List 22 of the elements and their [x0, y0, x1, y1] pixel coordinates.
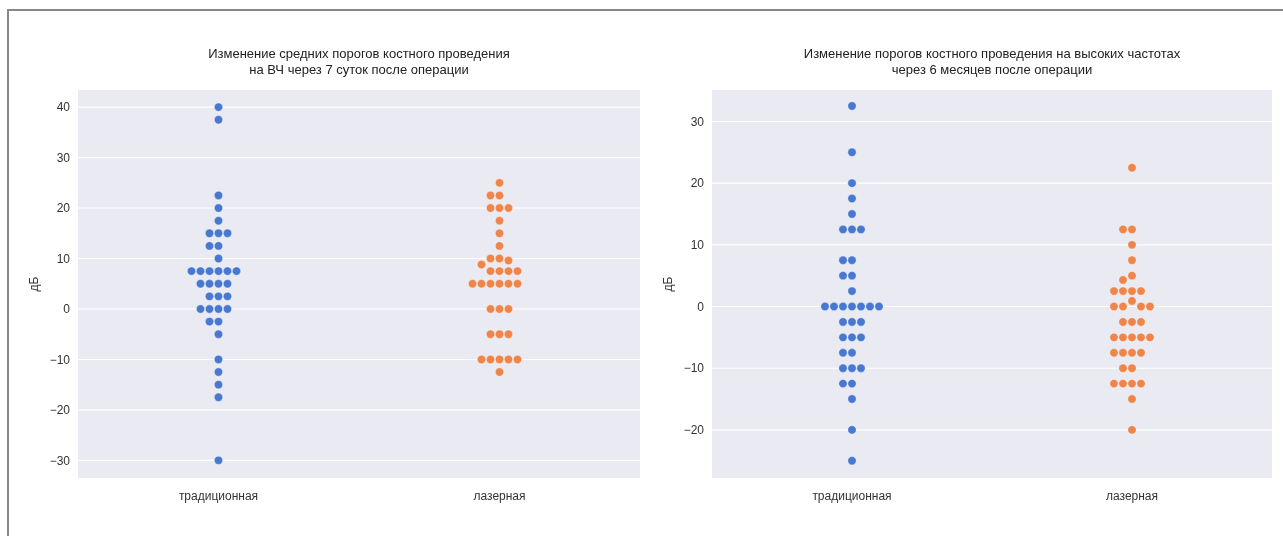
y-tick-label: 20 — [56, 201, 71, 216]
y-tick-label: 0 — [63, 302, 71, 317]
y-tick-label: 30 — [56, 150, 71, 165]
y-tick-label: −20 — [49, 403, 71, 418]
y-tick-label: 30 — [690, 114, 705, 129]
x-tick-label: лазерная — [473, 489, 526, 503]
y-tick-label: 10 — [56, 251, 71, 266]
y-tick-label: −10 — [49, 352, 71, 367]
y-tick-label: 10 — [690, 238, 705, 253]
y-axis-title: дБ — [661, 276, 675, 292]
x-tick-label: традиционная — [812, 489, 892, 503]
y-tick-label: 20 — [690, 176, 705, 191]
y-tick-label: 0 — [697, 299, 705, 314]
y-axis-title: дБ — [27, 276, 41, 292]
y-tick-label: −10 — [683, 361, 705, 376]
y-tick-label: −30 — [49, 453, 71, 468]
chart-title: Изменение порогов костного проведения на высоких частотах через 6 месяцев после операции — [803, 46, 1181, 77]
x-tick-label: традиционная — [178, 489, 259, 503]
chart-title: Изменение средних порогов костного проведения на ВЧ через 7 суток после операции — [208, 46, 510, 77]
y-tick-label: 40 — [56, 100, 71, 115]
x-tick-label: лазерная — [1105, 489, 1159, 503]
y-tick-label: −20 — [683, 423, 705, 438]
